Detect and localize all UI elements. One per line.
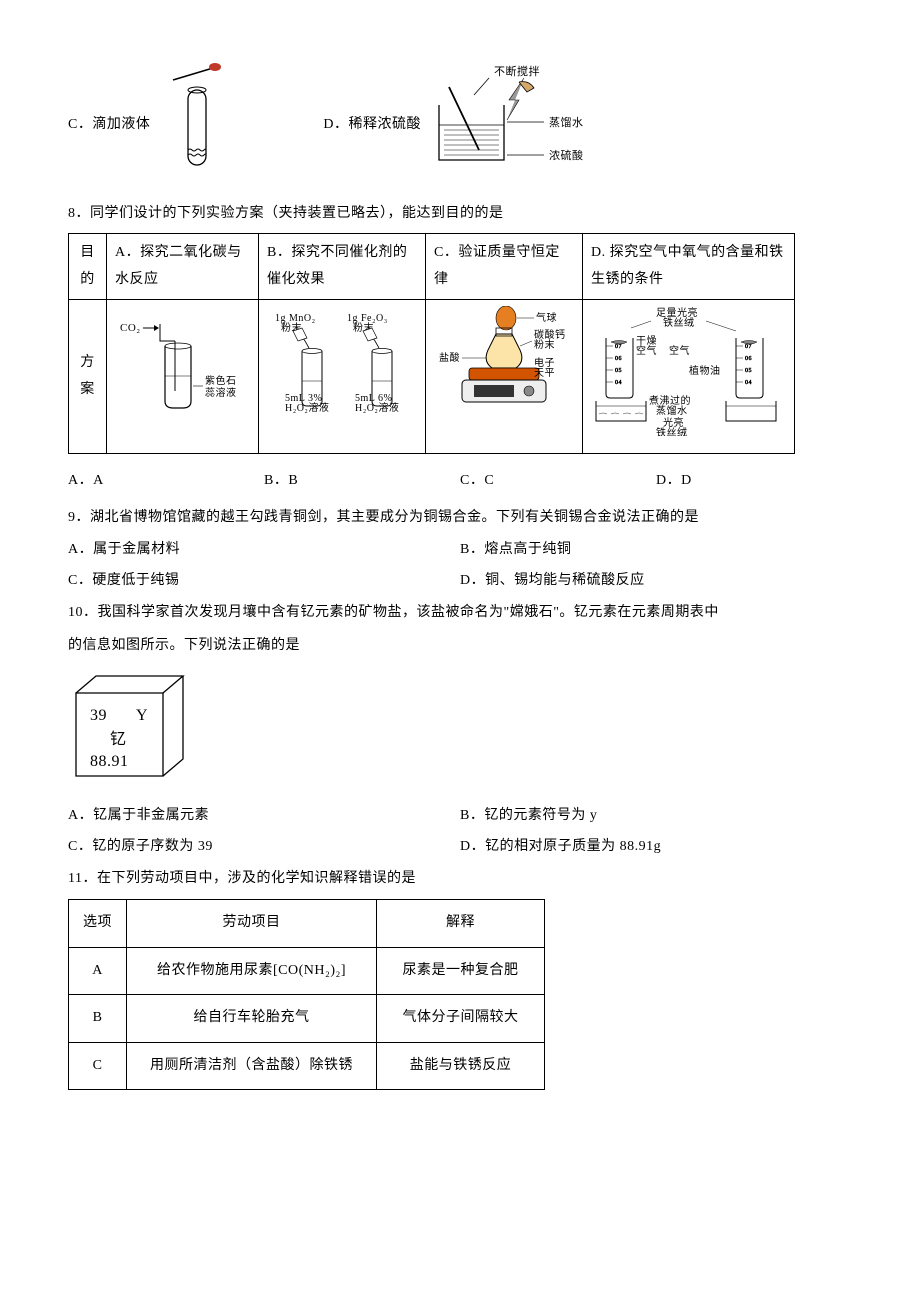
- q10-opt-d: D．钇的相对原子质量为 88.91g: [460, 834, 852, 861]
- q10-stem-line2: 的信息如图所示。下列说法正确的是: [68, 633, 852, 660]
- q11-r2-p: 用厕所清洁剂（含盐酸）除铁锈: [127, 1042, 377, 1090]
- q7-option-d-label: D．稀释浓硫酸: [323, 112, 421, 139]
- q9-stem: 9．湖北省博物馆馆藏的越王勾践青铜剑，其主要成分为铜锡合金。下列有关铜锡合金说法…: [68, 505, 852, 532]
- q10-options-row1: A．钇属于非金属元素 B．钇的元素符号为 y: [68, 803, 852, 830]
- water-annot: 蒸馏水: [549, 115, 584, 129]
- svg-text:H₂O₂溶液: H₂O₂溶液: [285, 401, 329, 414]
- q10-opt-b: B．钇的元素符号为 y: [460, 803, 852, 830]
- q11-r1-e: 气体分子间隔较大: [377, 995, 545, 1043]
- q7-option-c-label: C．滴加液体: [68, 112, 150, 139]
- q8-stem: 8．同学们设计的下列实验方案（夹持装置已略去），能达到目的的是: [68, 201, 852, 228]
- svg-text:06: 06: [615, 356, 622, 362]
- svg-text:04: 04: [615, 380, 622, 386]
- element-mass: 88.91: [90, 753, 129, 770]
- q8-col-d: D. 探究空气中氧气的含量和铁生锈的条件: [583, 234, 795, 300]
- q8-dia-d: 足量光亮 铁丝绒 07 06 05 04 干燥 空气 空气 07 06: [583, 300, 795, 454]
- q11-hdr-opt: 选项: [69, 899, 127, 947]
- svg-text:空气: 空气: [636, 344, 657, 357]
- svg-text:04: 04: [745, 380, 752, 386]
- svg-text:粉末: 粉末: [534, 338, 555, 351]
- q11-r1-k: B: [69, 995, 127, 1043]
- q11-table: 选项 劳动项目 解释 A 给农作物施用尿素[CO(NH₂)₂] 尿素是一种复合肥…: [68, 899, 545, 1090]
- svg-text:CO₂: CO₂: [120, 322, 141, 334]
- stir-annot: 不断搅拌: [494, 64, 540, 78]
- svg-text:06: 06: [745, 356, 752, 362]
- acid-annot: 浓硫酸: [549, 148, 584, 162]
- svg-text:植物油: 植物油: [689, 364, 721, 377]
- q8-col-c: C．验证质量守恒定律: [426, 234, 583, 300]
- q8-dia-b: 1g MnO₂ 粉末 1g Fe₂O₃ 粉末 5mL 3% H₂O₂溶液 5mL…: [259, 300, 426, 454]
- q8-col-b: B．探究不同催化剂的催化效果: [259, 234, 426, 300]
- svg-text:蕊溶液: 蕊溶液: [205, 386, 237, 399]
- table-row: A 给农作物施用尿素[CO(NH₂)₂] 尿素是一种复合肥: [69, 947, 545, 995]
- q9-opt-b: B．熔点高于纯铜: [460, 537, 852, 564]
- q8-opt-d: D．D: [656, 468, 852, 495]
- svg-text:气球: 气球: [536, 311, 557, 324]
- q10-opt-a: A．钇属于非金属元素: [68, 803, 460, 830]
- svg-text:05: 05: [745, 368, 752, 374]
- q11-r0-k: A: [69, 947, 127, 995]
- svg-text:07: 07: [745, 344, 752, 350]
- table-row: C 用厕所清洁剂（含盐酸）除铁锈 盐能与铁锈反应: [69, 1042, 545, 1090]
- svg-text:蒸馏水: 蒸馏水: [656, 404, 688, 417]
- table-row: B 给自行车轮胎充气 气体分子间隔较大: [69, 995, 545, 1043]
- q11-r0-e: 尿素是一种复合肥: [377, 947, 545, 995]
- svg-text:空气: 空气: [669, 344, 690, 357]
- q11-r0-p: 给农作物施用尿素[CO(NH₂)₂]: [127, 947, 377, 995]
- q8-opt-b: B．B: [264, 468, 460, 495]
- q10-opt-c: C．钇的原子序数为 39: [68, 834, 460, 861]
- q11-r2-k: C: [69, 1042, 127, 1090]
- q8-opt-a: A．A: [68, 468, 264, 495]
- svg-text:天平: 天平: [534, 368, 555, 379]
- svg-text:07: 07: [615, 344, 622, 350]
- q10-element-diagram: 39 Y 钇 88.91: [68, 668, 852, 794]
- q11-hdr-proj: 劳动项目: [127, 899, 377, 947]
- q8-purpose-label: 目的: [69, 234, 107, 300]
- q8-options: A．A B．B C．C D．D: [68, 468, 852, 495]
- q9-opt-a: A．属于金属材料: [68, 537, 460, 564]
- svg-text:05: 05: [615, 368, 622, 374]
- q7-d-diagram: 不断搅拌 蒸馏水 浓硫酸: [429, 60, 629, 191]
- svg-text:盐酸: 盐酸: [439, 351, 460, 364]
- q9-opt-c: C．硬度低于纯锡: [68, 568, 460, 595]
- svg-text:H₂O₂溶液: H₂O₂溶液: [355, 401, 399, 414]
- element-name: 钇: [110, 730, 127, 748]
- element-symbol: Y: [136, 707, 148, 724]
- q8-dia-a: CO₂ 紫色石 蕊溶液: [107, 300, 259, 454]
- q11-r2-e: 盐能与铁锈反应: [377, 1042, 545, 1090]
- q11-stem: 11．在下列劳动项目中，涉及的化学知识解释错误的是: [68, 866, 852, 893]
- q8-dia-c: 气球 碳酸钙 粉末 盐酸 电子 天平: [426, 300, 583, 454]
- q8-opt-c: C．C: [460, 468, 656, 495]
- q9-options-row1: A．属于金属材料 B．熔点高于纯铜: [68, 537, 852, 564]
- q8-table: 目的 A．探究二氧化碳与水反应 B．探究不同催化剂的催化效果 C．验证质量守恒定…: [68, 233, 795, 454]
- q7-c-diagram: [158, 60, 238, 191]
- q8-scheme-label: 方案: [69, 300, 107, 454]
- q8-col-a: A．探究二氧化碳与水反应: [107, 234, 259, 300]
- element-number: 39: [90, 707, 107, 724]
- q11-r1-p: 给自行车轮胎充气: [127, 995, 377, 1043]
- svg-text:铁丝绒: 铁丝绒: [663, 316, 695, 329]
- q10-options-row2: C．钇的原子序数为 39 D．钇的相对原子质量为 88.91g: [68, 834, 852, 861]
- q9-options-row2: C．硬度低于纯锡 D．铜、锡均能与稀硫酸反应: [68, 568, 852, 595]
- q9-opt-d: D．铜、锡均能与稀硫酸反应: [460, 568, 852, 595]
- q11-hdr-exp: 解释: [377, 899, 545, 947]
- svg-text:紫色石: 紫色石: [205, 374, 237, 387]
- svg-text:铁丝绒: 铁丝绒: [656, 426, 688, 436]
- q7-options-cd: C．滴加液体 D．稀释浓硫酸 不断搅拌 蒸馏水: [68, 60, 852, 191]
- q10-stem-line1: 10．我国科学家首次发现月壤中含有钇元素的矿物盐，该盐被命名为"嫦娥石"。钇元素…: [68, 600, 852, 627]
